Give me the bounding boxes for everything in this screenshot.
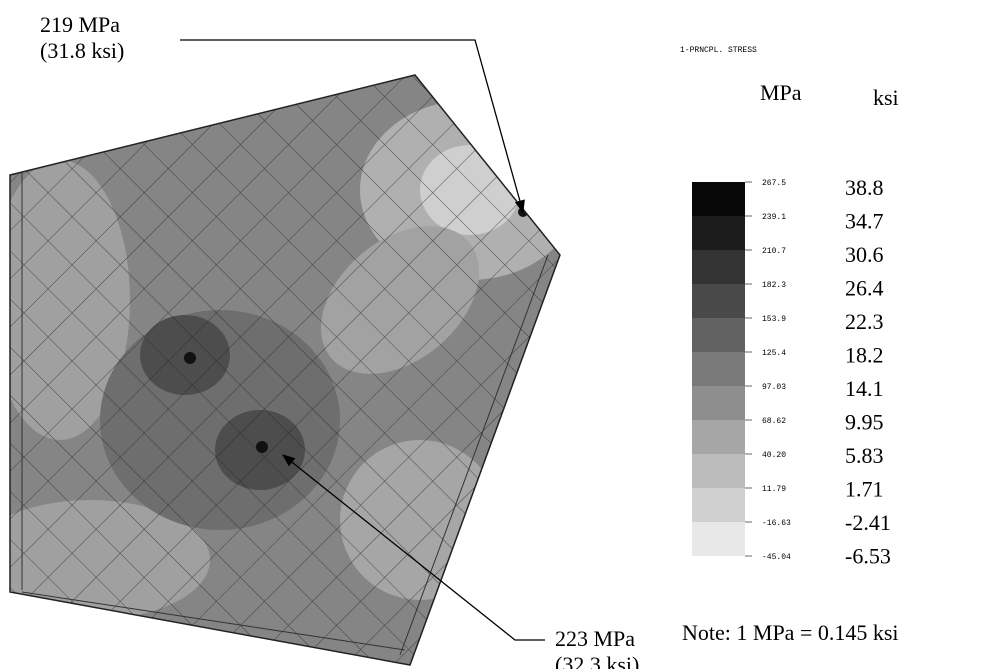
legend-swatch [692, 352, 745, 386]
legend-mpa-label: -45.04 [762, 553, 791, 562]
legend-swatch [692, 454, 745, 488]
note: Note: 1 MPa = 0.145 ksi [682, 620, 899, 645]
legend-ksi-label: 38.8 [845, 175, 884, 200]
figure: 219 MPa (31.8 ksi) 223 MPa (32.3 ksi) 1-… [0, 0, 993, 669]
legend-swatch [692, 284, 745, 318]
legend-mpa-label: 11.79 [762, 485, 786, 494]
legend-mpa-label: 40.20 [762, 451, 786, 460]
legend-ksi-label: 1.71 [845, 477, 884, 502]
page: 219 MPa (31.8 ksi) 223 MPa (32.3 ksi) 1-… [0, 0, 993, 669]
legend-ksi-label: 18.2 [845, 343, 884, 368]
legend-mpa-label: 97.03 [762, 383, 786, 392]
legend: 267.5 239.1 210.7 182.3 153.9 125.4 97.03 68.62… [692, 175, 891, 569]
legend-mpa-label: 267.5 [762, 179, 786, 188]
stress-plot [0, 0, 993, 669]
legend-title: 1-PRNCPL. STRESS [680, 46, 757, 55]
legend-unit: ksi [873, 85, 899, 110]
legend-ksi-label: 9.95 [845, 410, 884, 435]
annotation-text: (31.8 ksi) [40, 38, 124, 63]
legend-swatch [692, 250, 745, 284]
legend-ksi-label: 5.83 [845, 443, 884, 468]
legend-mpa-label: 239.1 [762, 213, 786, 222]
legend-ksi-label: -6.53 [845, 544, 891, 569]
legend-swatch [692, 488, 745, 522]
legend-mpa-label: 68.62 [762, 417, 786, 426]
legend-swatch [692, 522, 745, 556]
legend-ksi-label: 26.4 [845, 276, 884, 301]
legend-ksi-label: 30.6 [845, 242, 884, 267]
legend-swatch [692, 182, 745, 216]
legend-swatch [692, 216, 745, 250]
legend-swatch [692, 420, 745, 454]
legend-ksi-label: 22.3 [845, 309, 884, 334]
legend-ksi-label: 14.1 [845, 376, 884, 401]
annotation-text: 219 MPa [40, 12, 120, 37]
legend-mpa-label: -16.63 [762, 519, 791, 528]
legend-mpa-label: 153.9 [762, 315, 786, 324]
legend-mpa-label: 182.3 [762, 281, 786, 290]
legend-ksi-label: -2.41 [845, 510, 891, 535]
legend-swatch [692, 318, 745, 352]
annotation-text: (32.3 ksi) [555, 652, 639, 669]
legend-mpa-label: 210.7 [762, 247, 786, 256]
legend-swatch [692, 386, 745, 420]
annotation-text: 223 MPa [555, 626, 635, 651]
legend-unit: MPa [760, 80, 802, 105]
legend-mpa-label: 125.4 [762, 349, 786, 358]
legend-ksi-label: 34.7 [845, 209, 884, 234]
